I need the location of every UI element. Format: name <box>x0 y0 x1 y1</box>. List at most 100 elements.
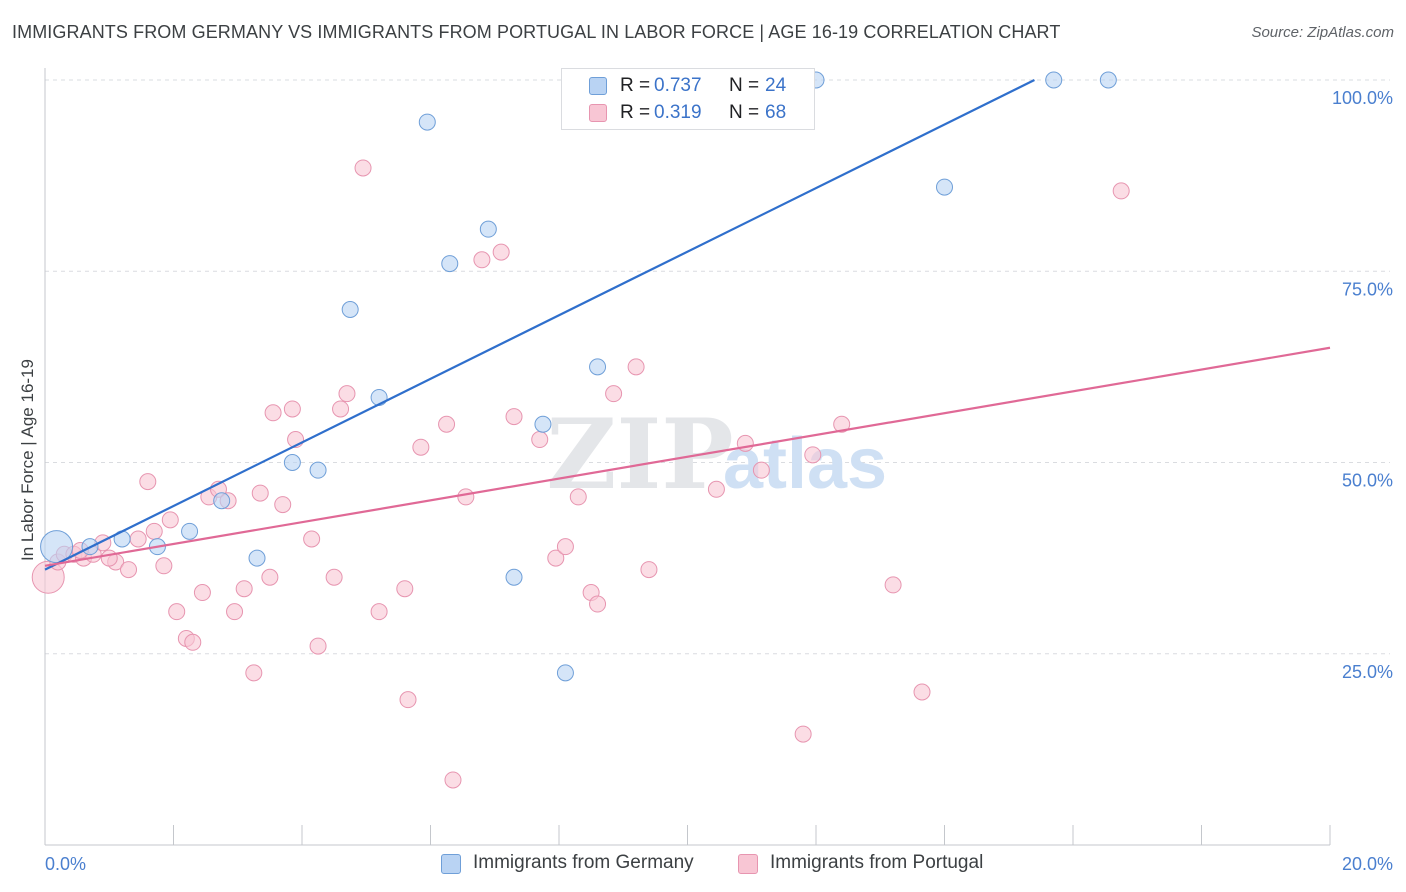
portugal-point <box>245 664 263 682</box>
portugal-point <box>264 404 282 422</box>
portugal-point <box>412 438 430 456</box>
portugal-point <box>354 159 372 177</box>
portugal-point <box>492 243 510 261</box>
portugal-point <box>155 557 173 575</box>
portugal-point <box>707 480 725 498</box>
portugal-point <box>309 637 327 655</box>
germany-r-value: 0.737 <box>654 75 702 96</box>
portugal-point <box>627 358 645 376</box>
germany-point <box>341 301 359 318</box>
portugal-point <box>804 446 822 464</box>
portugal-point <box>161 511 179 529</box>
portugal-point <box>547 549 565 567</box>
portugal-point <box>833 415 851 433</box>
portugal-swatch <box>589 104 607 122</box>
portugal-point <box>399 691 417 709</box>
germany-swatch <box>589 77 607 95</box>
germany-n-label: N = <box>729 75 760 96</box>
portugal-point <box>120 561 138 579</box>
portugal-point <box>251 484 269 502</box>
legend-row-germany: R = 0.737 N = 24 <box>562 73 814 101</box>
portugal-point <box>145 522 163 540</box>
germany-point <box>213 492 231 510</box>
germany-point <box>418 113 436 131</box>
germany-point <box>534 415 552 433</box>
germany-point <box>248 549 266 567</box>
portugal-point <box>129 530 147 548</box>
portugal-point <box>444 771 462 789</box>
portugal-legend-swatch <box>738 854 758 874</box>
portugal-r-label: R = <box>620 102 651 123</box>
portugal-point <box>752 461 770 479</box>
portugal-point <box>226 603 244 621</box>
germany-point <box>556 664 574 682</box>
trend-lines <box>44 79 1331 571</box>
y-tick-label: 100.0% <box>1332 88 1393 108</box>
portugal-point <box>332 400 350 418</box>
portugal-point <box>283 400 301 418</box>
y-tick-label: 25.0% <box>1342 662 1393 682</box>
portugal-point <box>100 549 118 567</box>
germany-point <box>936 178 953 196</box>
portugal-point <box>589 595 607 613</box>
germany-point <box>283 454 301 471</box>
x-tick-label: 0.0% <box>45 854 86 874</box>
portugal-point <box>457 488 475 506</box>
portugal-point <box>794 725 812 743</box>
portugal-point <box>303 530 321 548</box>
chart-title: IMMIGRANTS FROM GERMANY VS IMMIGRANTS FR… <box>12 22 1061 42</box>
source-credit: Source: ZipAtlas.com <box>1251 24 1394 41</box>
portugal-point <box>261 568 279 586</box>
germany-legend-label: Immigrants from Germany <box>473 852 694 873</box>
germany-point <box>40 530 74 564</box>
germany-point <box>505 568 523 586</box>
y-tick-label: 75.0% <box>1342 279 1393 299</box>
portugal-point <box>473 251 491 269</box>
portugal-n-label: N = <box>729 102 760 123</box>
portugal-point <box>640 561 658 579</box>
germany-point <box>589 358 607 376</box>
portugal-point <box>913 683 931 701</box>
portugal-point <box>505 408 523 426</box>
germany-point <box>181 522 199 540</box>
portugal-point <box>168 603 186 621</box>
germany-point <box>1099 71 1117 89</box>
germany-r-label: R = <box>620 75 651 96</box>
portugal-point <box>193 584 211 602</box>
germany-point <box>309 461 327 479</box>
germany-point <box>1045 71 1063 89</box>
germany-legend-swatch <box>441 854 461 874</box>
germany-trend-line <box>44 79 1035 571</box>
portugal-point <box>338 385 356 403</box>
portugal-r-value: 0.319 <box>654 102 702 123</box>
y-axis-label: In Labor Force | Age 16-19 <box>18 359 37 561</box>
portugal-point <box>884 576 902 594</box>
portugal-point <box>438 415 456 433</box>
portugal-point <box>556 538 574 556</box>
axes <box>44 68 1331 846</box>
portugal-point <box>569 488 587 506</box>
germany-point <box>441 255 459 273</box>
portugal-legend-label: Immigrants from Portugal <box>770 852 984 873</box>
data-points <box>31 71 1130 789</box>
germany-point <box>479 220 497 238</box>
legend-row-portugal: R = 0.319 N = 68 <box>562 100 814 128</box>
portugal-point <box>184 633 202 651</box>
portugal-trend-line <box>44 346 1331 567</box>
germany-n-value: 24 <box>765 75 787 96</box>
portugal-point <box>274 496 292 514</box>
grid-layer <box>45 79 1390 655</box>
x-tick-label: 20.0% <box>1342 854 1393 874</box>
portugal-point <box>235 580 253 598</box>
correlation-legend: R = 0.737 N = 24 R = 0.319 N = 68 <box>561 68 815 130</box>
portugal-point <box>370 603 388 621</box>
tick-labels: 25.0% 50.0% 75.0% 100.0% 0.0% 20.0% <box>45 88 1393 874</box>
portugal-point <box>139 473 157 491</box>
y-tick-label: 50.0% <box>1342 471 1393 491</box>
portugal-point <box>531 431 549 449</box>
portugal-point <box>325 568 343 586</box>
portugal-point <box>605 385 623 403</box>
portugal-n-value: 68 <box>765 102 787 123</box>
portugal-point <box>1112 182 1130 200</box>
